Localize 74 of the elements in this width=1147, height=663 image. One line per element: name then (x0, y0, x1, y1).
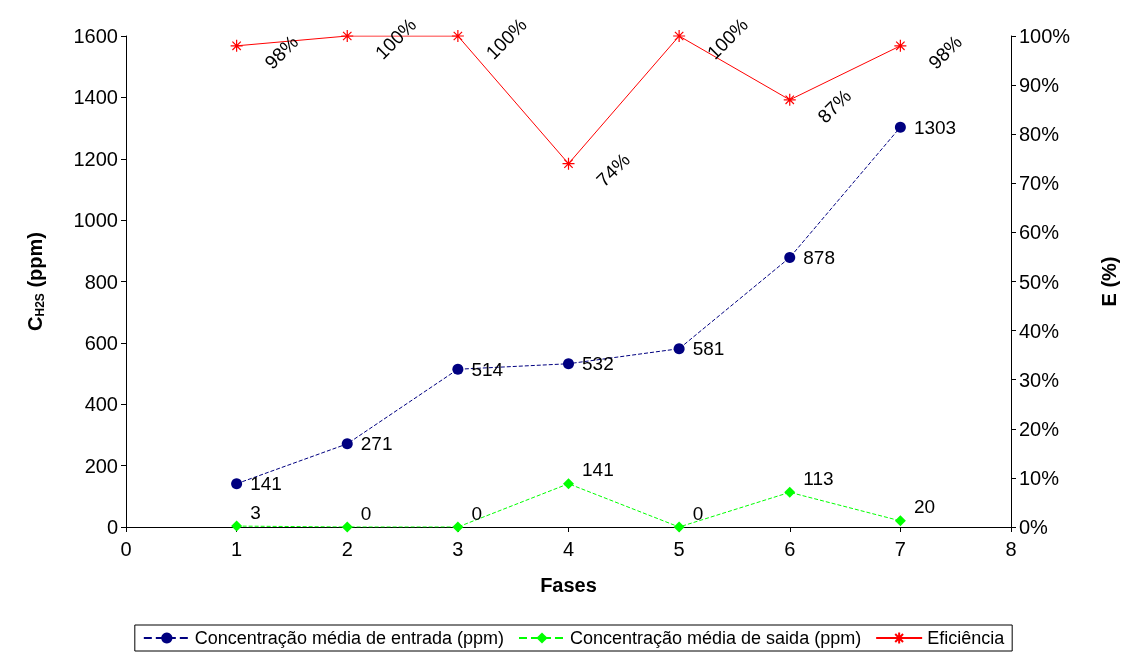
data-label: 74% (592, 149, 635, 191)
y-tick-label: 200 (84, 454, 118, 477)
y2-tick-label: 10% (1019, 466, 1060, 489)
y2-tick-label: 70% (1019, 172, 1060, 195)
point (672, 29, 686, 43)
point (231, 520, 243, 532)
point (340, 29, 354, 43)
y2-tick-label: 40% (1019, 319, 1060, 342)
data-label: 532 (582, 353, 614, 375)
legend-label: Eficiência (927, 628, 1006, 648)
point (561, 157, 576, 171)
data-label: 0 (692, 502, 704, 524)
y2-tick-label: 80% (1019, 123, 1060, 146)
point (451, 29, 465, 43)
y2-tick-label: 90% (1019, 74, 1060, 97)
x-tick-label: 7 (894, 538, 906, 560)
y-tick-label: 1600 (73, 25, 118, 47)
legend-label: Concentração média de saida (ppm) (569, 628, 862, 648)
x-tick-label: 3 (452, 538, 464, 560)
data-label: 581 (692, 338, 725, 360)
data-label: 271 (360, 433, 393, 455)
x-tick-label: 2 (341, 538, 353, 560)
point (341, 521, 353, 533)
data-label: 113 (803, 467, 834, 489)
point (563, 478, 574, 490)
y2-tick-label: 50% (1019, 270, 1060, 293)
y-tick-label: 800 (84, 270, 118, 293)
x-tick-label: 5 (673, 538, 685, 560)
data-label: 87% (813, 85, 856, 128)
y-tick-label: 1200 (73, 147, 118, 170)
y2-axis-title: E (%) (1098, 256, 1120, 307)
data-label: 20 (913, 496, 936, 518)
x-tick-label: 4 (562, 538, 575, 560)
data-label: 98% (924, 31, 966, 74)
point (784, 252, 796, 264)
y2-tick-label: 100% (1019, 25, 1071, 47)
data-label: 98% (260, 31, 303, 74)
y-axis-title: CH2S (ppm) (24, 232, 47, 331)
point (893, 39, 907, 53)
point (783, 93, 797, 107)
point (894, 515, 906, 527)
data-label: 141 (250, 473, 282, 495)
point (231, 478, 243, 490)
x-tick-label: 0 (120, 538, 132, 560)
point (341, 438, 353, 450)
y-tick-label: 400 (84, 393, 118, 416)
y2-tick-label: 0% (1019, 516, 1049, 538)
data-label: 141 (582, 459, 614, 481)
x-tick-label: 8 (1005, 538, 1017, 560)
point (673, 343, 685, 355)
point (230, 39, 244, 53)
y-tick-label: 600 (84, 331, 118, 354)
x-tick-label: 1 (231, 538, 243, 560)
y-tick-label: 0 (106, 516, 118, 538)
point (563, 358, 574, 370)
data-label: 0 (360, 502, 372, 524)
point (452, 521, 464, 533)
legend-label: Concentração média de entrada (ppm) (194, 628, 505, 648)
y2-tick-label: 20% (1019, 417, 1060, 440)
y2-tick-label: 30% (1019, 368, 1060, 391)
point (673, 521, 685, 533)
point (784, 486, 796, 498)
data-label: 1303 (913, 116, 957, 138)
data-label: 514 (471, 358, 504, 380)
y-tick-label: 1000 (73, 209, 118, 232)
x-axis-title: Fases (540, 574, 597, 596)
data-label: 3 (250, 501, 261, 523)
y2-tick-label: 60% (1019, 221, 1060, 244)
point (894, 121, 906, 133)
data-label: 878 (803, 247, 835, 269)
y-tick-label: 1400 (73, 86, 118, 109)
data-label: 0 (471, 502, 482, 524)
point (452, 363, 464, 375)
x-tick-label: 6 (784, 538, 796, 560)
